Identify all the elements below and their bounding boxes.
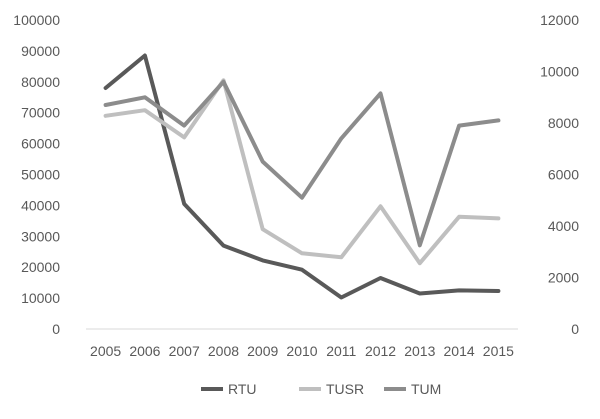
right-tick-label: 10000 (540, 64, 579, 80)
right-tick-label: 6000 (548, 167, 579, 183)
left-axis-ticks: 0 10000 20000 30000 40000 50000 60000 70000 8000… (13, 12, 60, 337)
left-tick-label: 0 (52, 321, 60, 337)
x-tick-label: 2011 (326, 343, 356, 359)
x-tick-label: 2008 (208, 343, 239, 359)
x-tick-label: 2010 (286, 343, 317, 359)
left-tick-label: 80000 (21, 74, 60, 90)
x-tick-label: 2012 (365, 343, 396, 359)
legend-label-tum: TUM (411, 381, 441, 397)
legend: RTU TUSR TUM (201, 381, 441, 397)
series-lines (103, 53, 501, 300)
series-line-tum (103, 79, 501, 248)
legend-label-tusr: TUSR (326, 381, 364, 397)
right-tick-label: 12000 (540, 12, 579, 28)
x-tick-label: 2007 (169, 343, 200, 359)
left-tick-label: 10000 (21, 290, 60, 306)
x-axis-ticks: 2005 2006 2007 2008 2009 2010 2011 2012 2013 2014… (90, 343, 514, 359)
x-tick-label: 2006 (129, 343, 160, 359)
left-tick-label: 90000 (21, 43, 60, 59)
left-tick-label: 50000 (21, 167, 60, 183)
right-tick-label: 0 (571, 321, 579, 337)
right-tick-label: 8000 (548, 115, 579, 131)
x-tick-label: 2015 (483, 343, 514, 359)
right-axis-ticks: 0 2000 4000 6000 8000 10000 12000 (540, 12, 579, 337)
left-tick-label: 40000 (21, 197, 60, 213)
x-tick-label: 2013 (404, 343, 435, 359)
left-tick-label: 100000 (13, 12, 60, 28)
series-line-rtu (103, 53, 501, 300)
right-tick-label: 4000 (548, 218, 579, 234)
x-tick-label: 2014 (444, 343, 475, 359)
right-tick-label: 2000 (548, 270, 579, 286)
x-tick-label: 2005 (90, 343, 121, 359)
series-line-tusr (103, 78, 501, 266)
left-tick-label: 20000 (21, 259, 60, 275)
x-tick-label: 2009 (247, 343, 278, 359)
left-tick-label: 60000 (21, 136, 60, 152)
left-tick-label: 70000 (21, 105, 60, 121)
left-tick-label: 30000 (21, 228, 60, 244)
legend-label-rtu: RTU (228, 381, 257, 397)
